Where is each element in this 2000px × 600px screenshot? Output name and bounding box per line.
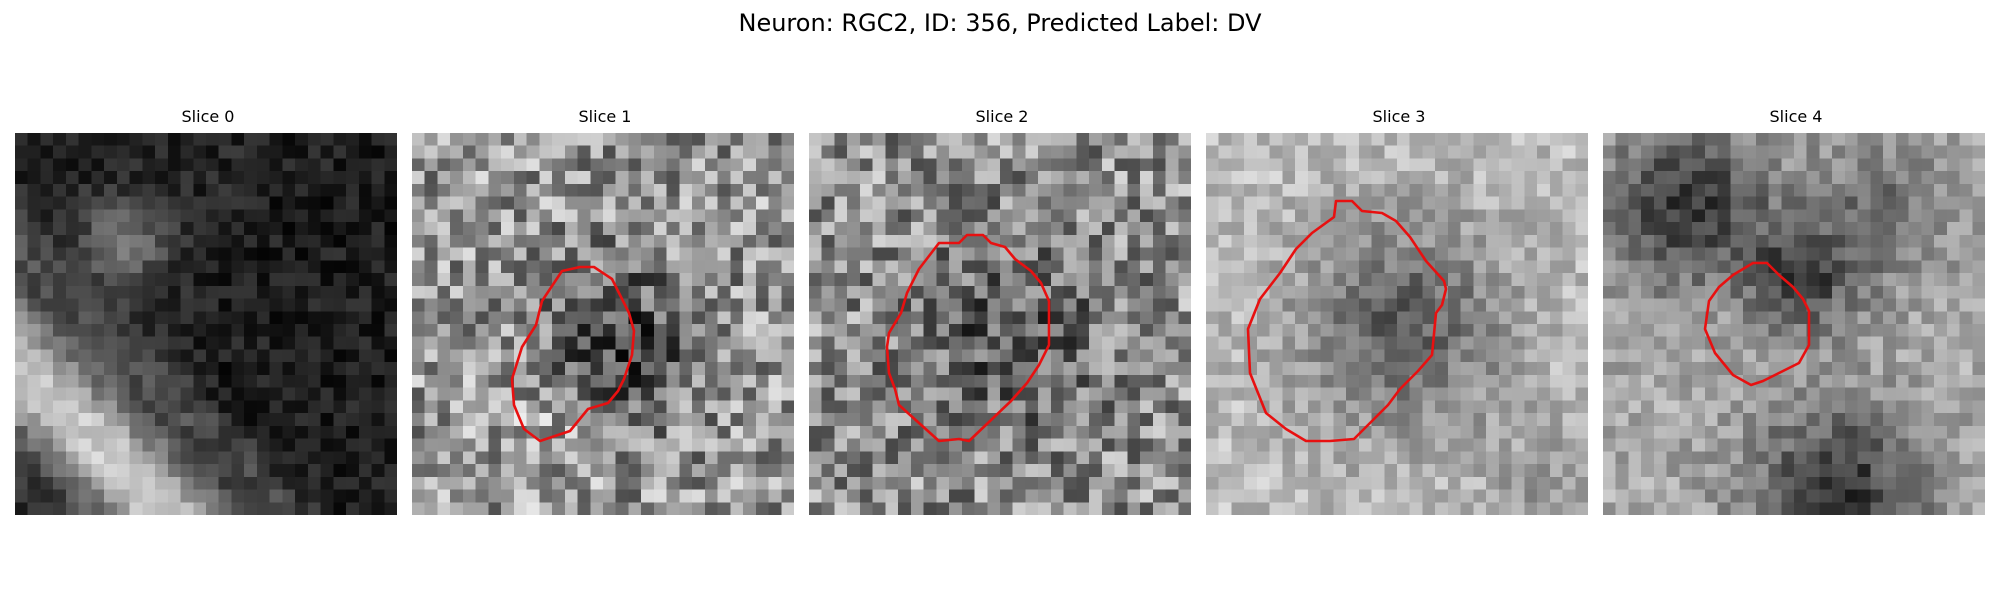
slice-image-4 xyxy=(1603,133,1985,515)
slice-panel-3: Slice 3 xyxy=(1206,107,1592,515)
slice-image-3 xyxy=(1206,133,1588,515)
figure-title: Neuron: RGC2, ID: 356, Predicted Label: … xyxy=(738,9,1262,37)
slice-panel-2: Slice 2 xyxy=(809,107,1195,515)
slice-title-1: Slice 1 xyxy=(578,107,632,126)
slice-title-0: Slice 0 xyxy=(181,107,235,126)
slice-image-1 xyxy=(412,133,794,515)
slice-image-2 xyxy=(809,133,1191,515)
slice-image-0 xyxy=(15,133,397,515)
slice-title-2: Slice 2 xyxy=(975,107,1029,126)
slice-panel-0: Slice 0 xyxy=(15,107,401,515)
slice-title-3: Slice 3 xyxy=(1372,107,1426,126)
slice-panel-1: Slice 1 xyxy=(412,107,798,515)
slice-title-4: Slice 4 xyxy=(1769,107,1823,126)
slice-panel-4: Slice 4 xyxy=(1603,107,1989,515)
